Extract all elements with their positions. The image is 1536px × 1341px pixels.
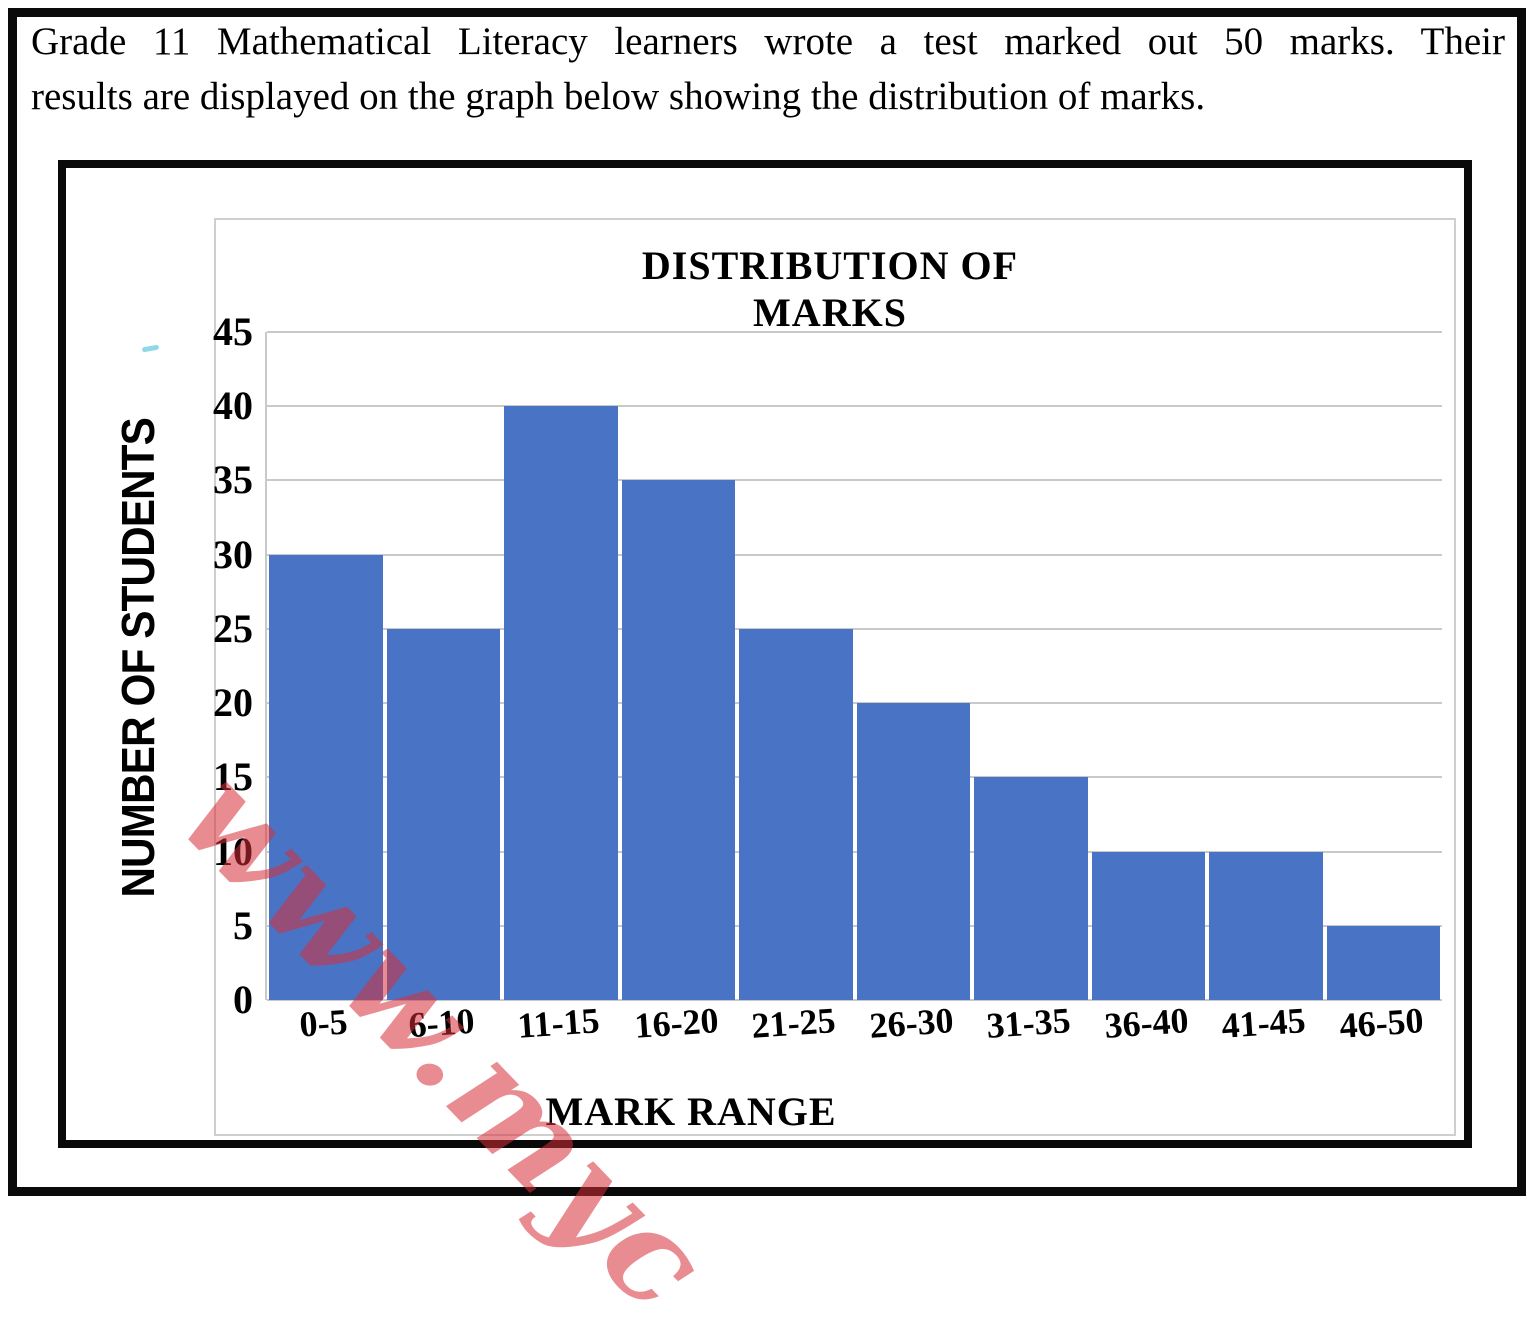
intro-line-2: results are displayed on the graph below…	[31, 75, 1206, 119]
question-intro-text: Grade 11 Mathematical Literacy learners …	[31, 14, 1505, 125]
bar-26-30	[856, 703, 970, 1000]
gridline-45	[267, 331, 1442, 333]
x-tick-26-30: 26-30	[867, 1000, 955, 1046]
y-tick-20: 20	[213, 680, 253, 726]
x-tick-41-45: 41-45	[1220, 1000, 1307, 1046]
x-tick-21-25: 21-25	[750, 1000, 837, 1046]
plot-area	[265, 331, 1442, 1001]
bar-46-50	[1326, 925, 1440, 1000]
gridline-35	[267, 479, 1442, 482]
bar-slot-21-25	[737, 332, 855, 1000]
gridline-40	[267, 405, 1442, 408]
bar-slot-36-40	[1090, 332, 1208, 1000]
x-tick-11-15: 11-15	[516, 1000, 601, 1046]
x-tick-0-5: 0-5	[298, 1001, 349, 1045]
bar-slot-0-5	[267, 332, 385, 1000]
gridline-10	[267, 850, 1442, 853]
bar-36-40	[1091, 851, 1205, 1000]
y-tick-40: 40	[213, 383, 253, 429]
gridline-20	[267, 702, 1442, 705]
y-axis-tick-labels: 0 5 10 15 20 25 30 35 40 45	[0, 309, 253, 1022]
x-tick-46-50: 46-50	[1337, 1000, 1425, 1046]
x-tick-31-35: 31-35	[985, 1000, 1072, 1046]
intro-line-1: Grade 11 Mathematical Literacy learners …	[31, 20, 1505, 63]
gridline-25	[267, 627, 1442, 630]
x-tick-16-20: 16-20	[632, 1000, 720, 1046]
chart-title: DISTRIBUTION OF MARKS	[641, 243, 1019, 335]
x-tick-36-40: 36-40	[1102, 1000, 1190, 1046]
bar-41-45	[1209, 851, 1323, 1000]
y-tick-25: 25	[213, 605, 253, 651]
gridline-0	[267, 999, 1442, 1001]
bar-21-25	[739, 628, 853, 1000]
gridline-5	[267, 924, 1442, 927]
bar-31-35	[974, 777, 1088, 1000]
y-tick-35: 35	[213, 457, 253, 503]
bar-16-20	[621, 480, 735, 1000]
bar-6-10	[386, 628, 500, 1000]
bar-0-5	[269, 554, 383, 1000]
bar-slot-16-20	[620, 332, 738, 1000]
bar-slot-6-10	[385, 332, 503, 1000]
outer-page-border	[8, 8, 1526, 1196]
bar-series	[267, 332, 1442, 1000]
gridline-30	[267, 553, 1442, 556]
x-tick-6-10: 6-10	[406, 1000, 476, 1046]
y-tick-45: 45	[213, 309, 253, 354]
y-tick-10: 10	[213, 828, 253, 874]
bar-11-15	[504, 406, 618, 1000]
x-axis-title: MARK RANGE	[545, 1089, 837, 1134]
bar-slot-46-50	[1325, 332, 1443, 1000]
x-axis-tick-labels: 0-5 6-10 11-15 16-20 21-25 26-30 31-35 36-40 41-…	[265, 1000, 1440, 1052]
bar-slot-26-30	[855, 332, 973, 1000]
y-tick-5: 5	[233, 902, 253, 948]
y-tick-30: 30	[213, 531, 253, 577]
y-tick-0: 0	[233, 977, 253, 1022]
bar-slot-11-15	[502, 332, 620, 1000]
gridline-15	[267, 776, 1442, 779]
bar-slot-41-45	[1207, 332, 1325, 1000]
worksheet-page: { "intro": { "line1": "Grade 11 Mathemat…	[0, 8, 1526, 1341]
y-tick-15: 15	[213, 754, 253, 800]
bar-slot-31-35	[972, 332, 1090, 1000]
